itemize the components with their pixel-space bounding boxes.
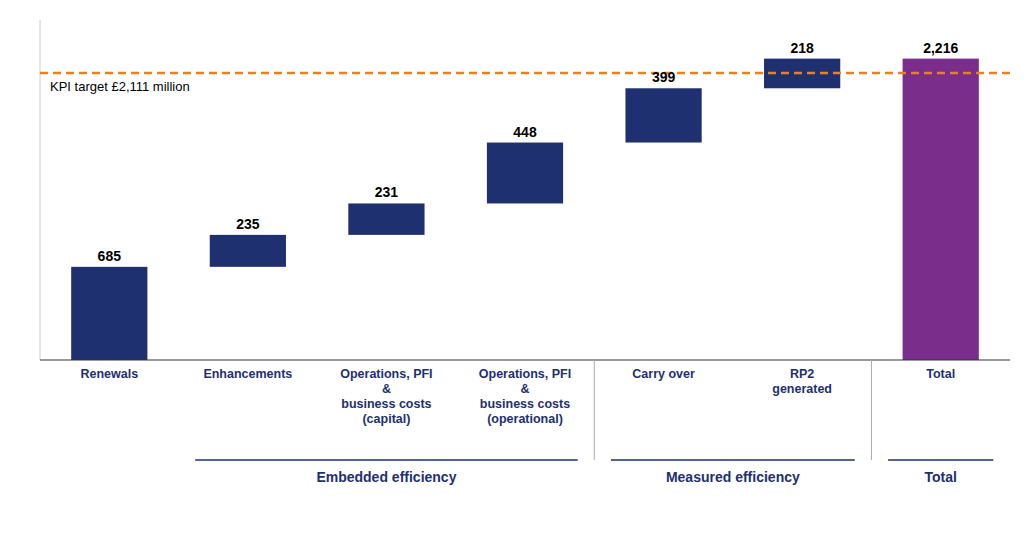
x-tick-label: Total <box>926 367 955 381</box>
bar <box>625 88 701 142</box>
group-bracket <box>611 459 855 461</box>
x-tick-label: Enhancements <box>203 367 292 381</box>
group-label: Measured efficiency <box>666 469 800 485</box>
kpi-label: KPI target £2,111 million <box>50 79 190 94</box>
data-label: 399 <box>652 69 676 85</box>
kpi-line <box>40 72 1010 75</box>
x-tick-label: Renewals <box>80 367 138 381</box>
x-tick-label: Carry over <box>632 367 695 381</box>
x-axis-line <box>40 359 1010 360</box>
group-label: Embedded efficiency <box>316 469 456 485</box>
bar <box>348 203 424 234</box>
bar <box>210 235 286 267</box>
group-bracket <box>195 459 577 461</box>
data-label: 231 <box>375 184 399 200</box>
bars <box>71 59 979 360</box>
group-separator <box>871 360 872 460</box>
chart: KPI target £2,111 million 685 235 231 448 399… <box>0 0 1031 536</box>
data-label: 448 <box>513 124 537 140</box>
annotation-line-group <box>40 72 1010 73</box>
group-separator <box>594 360 595 460</box>
bar <box>903 59 979 360</box>
x-tick-label: RP2generated <box>772 367 832 396</box>
y-axis-line <box>40 20 41 360</box>
x-tick-label: Operations, PFI&business costs(operation… <box>479 367 571 426</box>
data-label: 218 <box>790 40 814 56</box>
data-label: 2,216 <box>923 40 958 56</box>
group-label: Total <box>925 469 957 485</box>
bar <box>71 267 147 360</box>
data-label: 235 <box>236 216 260 232</box>
data-label: 685 <box>98 248 122 264</box>
bar <box>487 143 563 204</box>
x-tick-label: Operations, PFI&business costs(capital) <box>340 367 432 426</box>
group-bracket <box>888 459 993 461</box>
